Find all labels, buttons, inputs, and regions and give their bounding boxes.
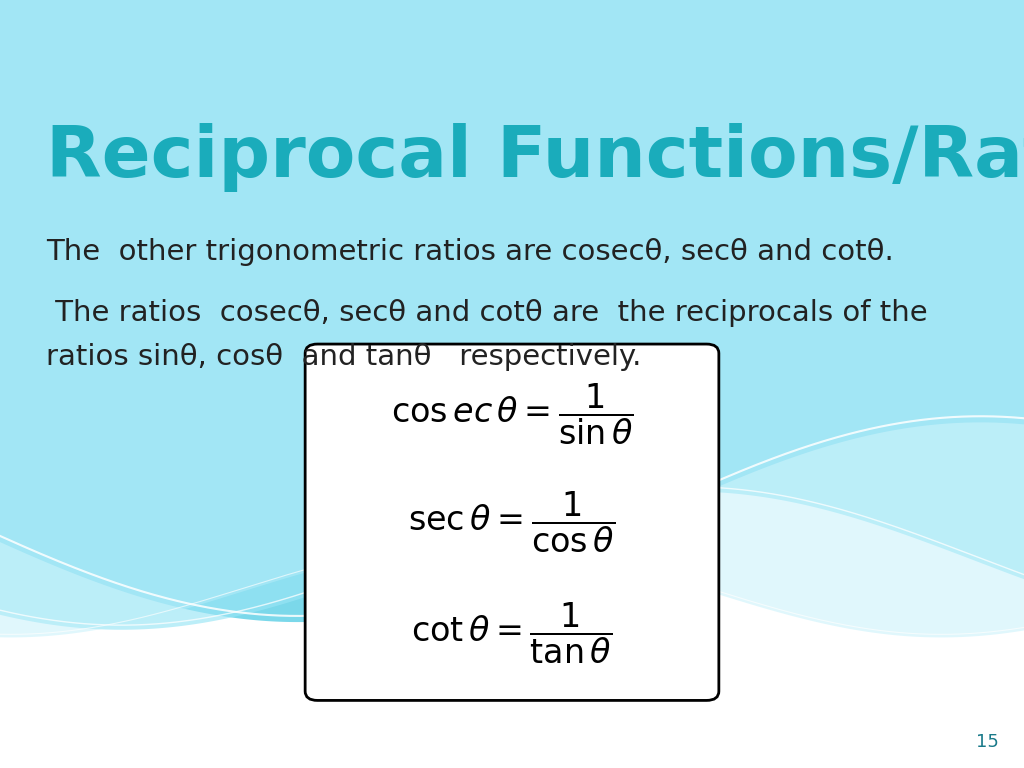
Text: $\cos ec\,\theta = \dfrac{1}{\sin\theta}$: $\cos ec\,\theta = \dfrac{1}{\sin\theta}… — [390, 382, 634, 447]
FancyBboxPatch shape — [305, 344, 719, 700]
Polygon shape — [0, 0, 1024, 630]
Polygon shape — [0, 0, 1024, 637]
Text: $\sec\theta = \dfrac{1}{\cos\theta}$: $\sec\theta = \dfrac{1}{\cos\theta}$ — [409, 489, 615, 555]
Text: $\cot\theta = \dfrac{1}{\tan\theta}$: $\cot\theta = \dfrac{1}{\tan\theta}$ — [412, 601, 612, 667]
Text: ratios sinθ, cosθ  and tanθ   respectively.: ratios sinθ, cosθ and tanθ respectively. — [46, 343, 641, 371]
Text: Reciprocal Functions/Ratios: Reciprocal Functions/Ratios — [46, 123, 1024, 192]
Text: The ratios  cosecθ, secθ and cotθ are  the reciprocals of the: The ratios cosecθ, secθ and cotθ are the… — [46, 300, 928, 327]
Text: 15: 15 — [976, 733, 998, 751]
Polygon shape — [0, 0, 1024, 622]
Text: The  other trigonometric ratios are cosecθ, secθ and cotθ.: The other trigonometric ratios are cosec… — [46, 238, 894, 266]
